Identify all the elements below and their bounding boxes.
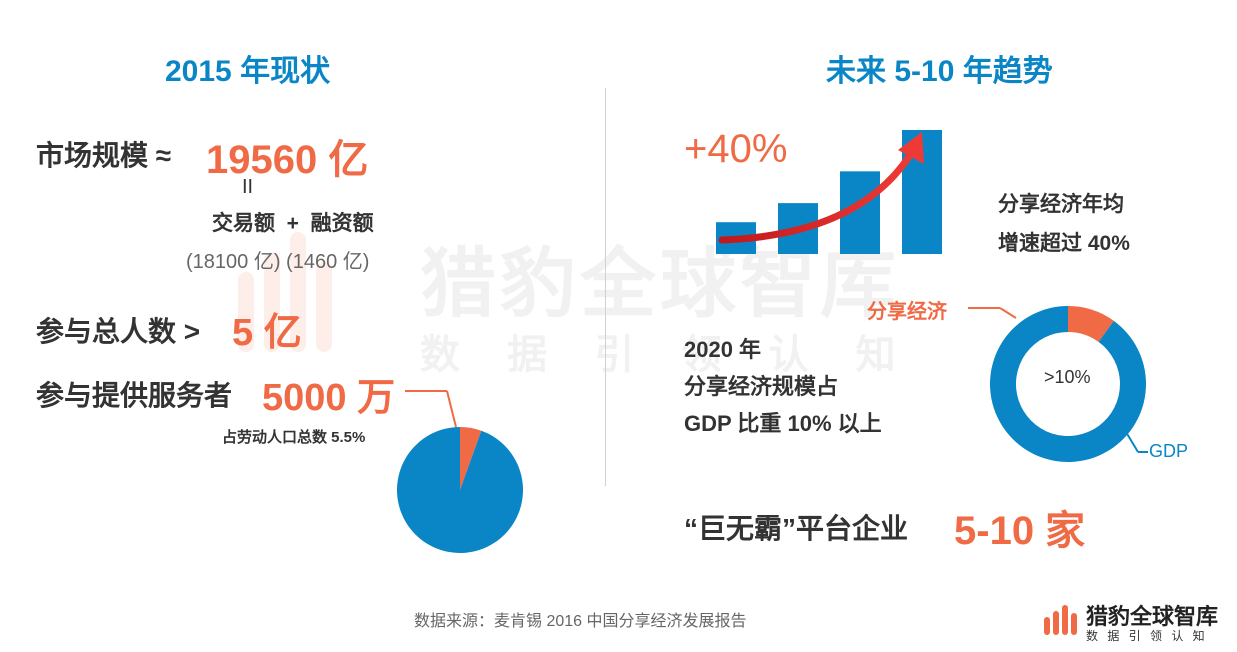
- labor-pie-chart: [397, 390, 523, 553]
- gdp-donut-slice-0: [1068, 306, 1114, 342]
- right-title: 未来 5-10 年趋势: [826, 55, 1053, 88]
- providers-value: 5000 万: [262, 377, 396, 419]
- growth-desc-line2: 增速超过 40%: [998, 232, 1130, 255]
- share-line1: 2020 年: [684, 337, 762, 362]
- donut-leader-gdp-diag: [1125, 431, 1139, 453]
- formula-text: 交易额 + 融资额: [212, 212, 374, 235]
- gdp-donut-slice-1: [990, 306, 1146, 462]
- logo-icon: [1044, 605, 1077, 635]
- source-note: 数据来源：麦肯锡 2016 中国分享经济发展报告: [414, 613, 747, 630]
- donut-label-share: 分享经济: [867, 301, 947, 323]
- growth-bar-chart: [716, 130, 942, 254]
- labor-pie-slice-0: [460, 427, 482, 490]
- formula-values: (18100 亿) (1460 亿): [186, 251, 370, 273]
- watermark-subtitle: 数 据 引 领 认 知: [420, 333, 914, 377]
- platform-label: “巨无霸”平台企业: [684, 513, 909, 544]
- donut-label-gdp: GDP: [1149, 441, 1189, 461]
- market-size-label: 市场规模 ≈: [36, 140, 172, 171]
- labor-pie-slice-1: [397, 427, 523, 553]
- participants-label: 参与总人数 >: [36, 316, 201, 347]
- growth-value: +40%: [684, 127, 788, 171]
- participants-value: 5 亿: [232, 312, 302, 354]
- logo-name: 猎豹全球智库: [1086, 604, 1219, 629]
- logo-subtitle: 数 据 引 领 认 知: [1086, 629, 1208, 643]
- gdp-donut-chart: [968, 306, 1148, 462]
- left-title: 2015 年现状: [165, 55, 331, 88]
- equals-sign: II: [242, 176, 254, 198]
- donut-leader-share-diag: [999, 307, 1017, 319]
- share-line3: GDP 比重 10% 以上: [684, 411, 882, 436]
- share-line2: 分享经济规模占: [684, 374, 839, 399]
- column-divider: [605, 88, 606, 486]
- market-size-value: 19560 亿: [206, 138, 369, 182]
- providers-label: 参与提供服务者: [36, 380, 233, 411]
- growth-desc-line1: 分享经济年均: [998, 193, 1124, 216]
- pie-caption: 占劳动人口总数 5.5%: [222, 429, 366, 446]
- pie-leader-v: [446, 390, 457, 428]
- trend-arrowhead-icon: [898, 132, 924, 164]
- trend-arrow-icon: [718, 148, 916, 244]
- donut-center-label: >10%: [1044, 367, 1091, 387]
- platform-value: 5-10 家: [954, 509, 1086, 553]
